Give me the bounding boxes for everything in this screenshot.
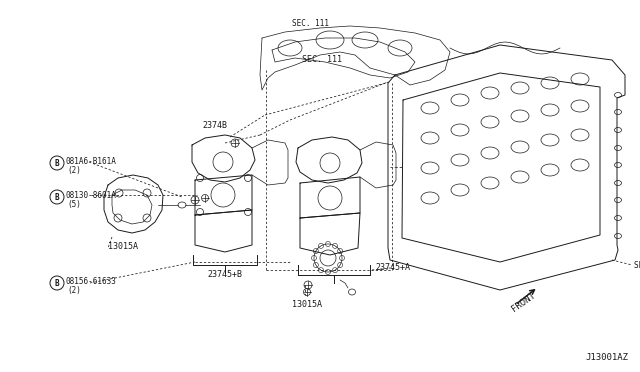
- Text: 13015A: 13015A: [108, 242, 138, 251]
- Text: (2): (2): [67, 285, 81, 295]
- Text: B: B: [54, 192, 60, 202]
- Text: 2374B: 2374B: [202, 121, 227, 130]
- Ellipse shape: [178, 202, 186, 208]
- Text: (5): (5): [67, 199, 81, 208]
- Text: 13015A: 13015A: [292, 300, 322, 309]
- Text: SEC. 111: SEC. 111: [302, 55, 342, 64]
- Text: SEC. 111: SEC. 111: [291, 19, 328, 28]
- Text: J13001AZ: J13001AZ: [585, 353, 628, 362]
- Text: SEC. 111: SEC. 111: [634, 260, 640, 269]
- Circle shape: [50, 190, 64, 204]
- Circle shape: [50, 276, 64, 290]
- Text: 081A6-B161A: 081A6-B161A: [66, 157, 117, 166]
- Text: 08130-8601A: 08130-8601A: [66, 190, 117, 199]
- Text: (2): (2): [67, 166, 81, 174]
- Text: B: B: [54, 279, 60, 288]
- Text: 08156-61633: 08156-61633: [66, 276, 117, 285]
- Text: B: B: [54, 158, 60, 167]
- Text: 23745+B: 23745+B: [207, 270, 243, 279]
- Circle shape: [50, 156, 64, 170]
- Text: 23745+A: 23745+A: [375, 263, 410, 273]
- Ellipse shape: [349, 289, 355, 295]
- Text: FRONT: FRONT: [510, 291, 537, 313]
